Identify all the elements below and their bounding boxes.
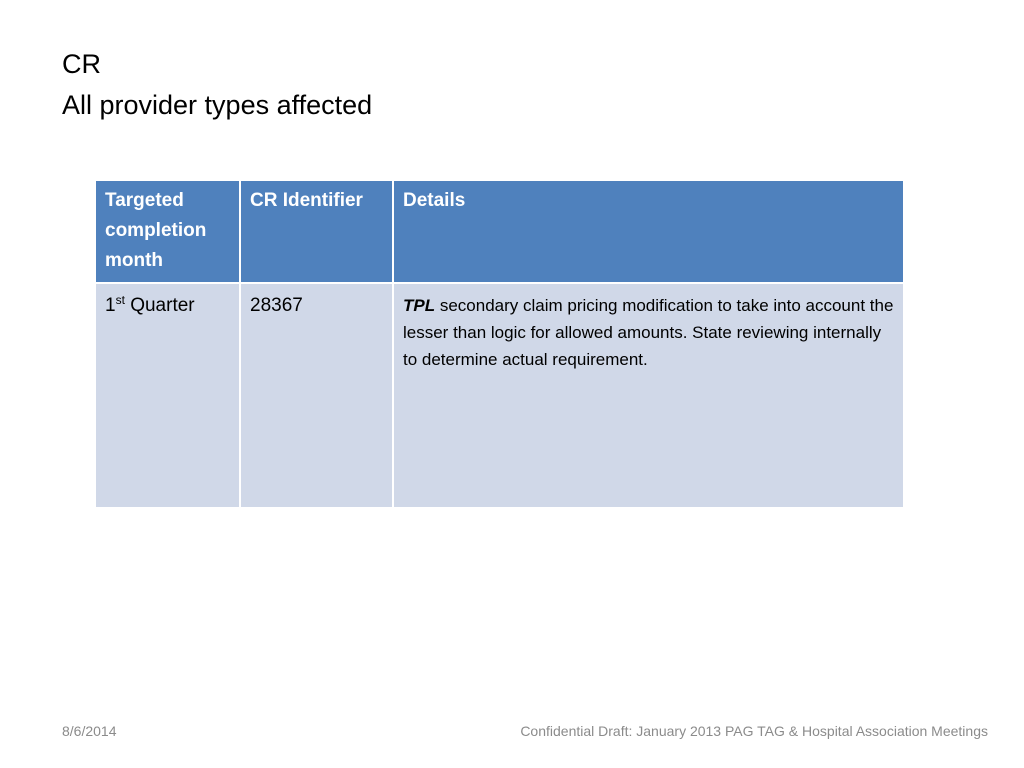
month-number: 1 — [105, 295, 116, 316]
identifier-cell: 28367 — [239, 282, 394, 509]
data-row: 1st Quarter 28367 TPL secondary claim pr… — [94, 282, 905, 509]
header-row: Targeted completion month CR Identifier … — [94, 179, 905, 284]
footer-date: 8/6/2014 — [62, 723, 117, 739]
header-cell: Targeted completion month — [94, 179, 241, 284]
cr-table: Targeted completion month CR Identifier … — [94, 179, 905, 509]
header-cell: Details — [392, 179, 905, 284]
details-emphasis: TPL — [403, 296, 436, 315]
slide-title: CR All provider types affected — [62, 44, 372, 126]
details-text: secondary claim pricing modification to … — [403, 296, 894, 369]
title-line: All provider types affected — [62, 90, 373, 120]
month-suffix: st — [115, 293, 125, 307]
footer-note: Confidential Draft: January 2013 PAG TAG… — [520, 723, 988, 739]
month-cell: 1st Quarter — [94, 282, 241, 509]
month-rest: Quarter — [130, 295, 195, 316]
header-cell: CR Identifier — [239, 179, 394, 284]
title-line: CR — [62, 49, 101, 79]
details-cell: TPL secondary claim pricing modification… — [392, 282, 905, 509]
